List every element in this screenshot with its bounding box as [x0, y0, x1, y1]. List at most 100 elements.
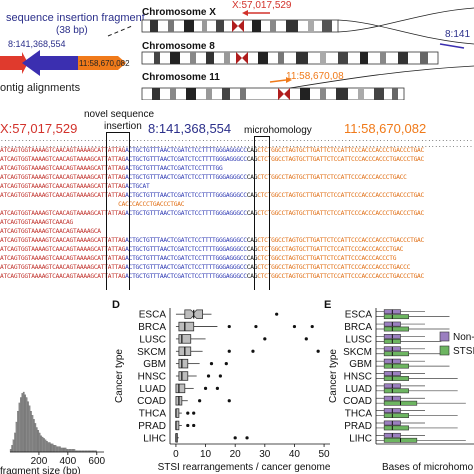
reference-dots-2: ........................................…: [0, 142, 474, 149]
histogram-bar: [43, 438, 45, 453]
histogram-bar: [63, 447, 66, 453]
seq-segment-b: TATTAG: [104, 147, 126, 154]
seq-segment-a: ATCAGTGGTAAAAGTCAACAGTAAAAGCAT: [0, 183, 105, 190]
outlier-point: [227, 399, 231, 403]
histogram-bar: [53, 445, 55, 453]
seq-segment-m: CAG: [246, 174, 258, 181]
seq-segment-m: CAG: [246, 273, 258, 280]
alignment-row: ATCAGTGGTAAAAGTCAACAGTAAAAGCATTATTAGACTG…: [0, 246, 403, 253]
seq-segment-m: CAG: [246, 156, 258, 163]
x-tick-label: 600: [88, 456, 105, 467]
seq-segment-d: CTCTGGCCTAGTGCTTGATTCTCCATTCCCACCCACCCTG…: [257, 273, 425, 280]
seq-segment-a: ATCAGTGGTAAAAGTCAACAGTAAAAGCAT: [0, 165, 105, 172]
histogram-bar: [38, 432, 41, 453]
seq-segment-c: ACTGCTGTTTAACTCGATCTCCTTTTGGGAGGGCC: [125, 273, 247, 280]
seq-segment-c: ACTGCTGTTTAACTCGATCTCCTTTTGGGAGGGCC: [125, 174, 247, 181]
outlier-point: [215, 386, 220, 390]
alignment-row: ATCAGTGGTAAAAGTCAACAGTAAAAGCATTATTAGACTG…: [0, 264, 411, 271]
seq-segment-d: CTCTGGCCTAGTGCTTGATTCTCCATTCCCACCCACCCTG…: [257, 147, 425, 154]
alignment-row: ATCAGTGGTAAAAGTCAACAGTAAAAGCATTATTAGACTG…: [0, 147, 425, 154]
category-label: GBM: [143, 359, 166, 370]
fragment-length: (38 bp): [56, 25, 88, 36]
x-tick-label: 40: [289, 449, 301, 460]
histogram-bar: [14, 432, 16, 453]
histogram-bar: [9, 449, 12, 453]
fragment-diagram: sequence insertion fragment (38 bp) 8:14…: [0, 0, 145, 100]
box: [383, 413, 409, 418]
histogram-bar: [11, 445, 13, 453]
histogram-bar: [66, 449, 68, 453]
seq-segment-c: ACTGCTGTTTAACTCGATCTCCTTTTGGGAGGGCC: [125, 147, 247, 154]
seq-segment-b: TATTAG: [104, 255, 126, 262]
chr-x-label: Chromosome X: [142, 7, 216, 18]
chr-11-ideogram: [141, 77, 405, 100]
outlier-point: [227, 349, 231, 353]
seq-segment-a: ATCAGTGGTAAAAGTCAACAGTAAAAGCAT: [0, 147, 105, 154]
chr-8-label: Chromosome 8: [142, 41, 215, 52]
category-label: ESCA: [345, 310, 373, 321]
box: [178, 321, 195, 332]
histogram-bar: [57, 446, 60, 453]
seq-segment-a: ATCAGTGGTAAAAGTCAACAGTAAAAGCA: [0, 228, 101, 235]
outlier-point: [186, 411, 190, 415]
x-tick-label: 10: [200, 449, 212, 460]
alignment-row: ATCAGTGGTAAAAGTCAACAG: [0, 219, 73, 226]
chromosome-diagram: X:57,017,529 Chromosome X Chromosome 8 8…: [140, 0, 474, 100]
seq-segment-c: ACTGCTGTTTAACTCGATCTCCTTTTGGGAGGGCC: [125, 156, 247, 163]
x-axis-label: STSI rearrangements / cancer genome: [158, 462, 331, 473]
seq-segment-c: ACTGCTGTTTAACTCGATCTCCTTTTGGGAGGGCC: [125, 210, 247, 217]
category-label: PRAD: [344, 421, 372, 432]
box: [383, 376, 409, 381]
seq-segment-c: ACTGCTGTTTAACTCGATCTCCTTTTGGGAGGGCC: [125, 255, 247, 262]
outlier-point: [263, 337, 267, 341]
category-label: LUSC: [345, 334, 372, 345]
histogram-bar: [70, 449, 73, 453]
sequence-rows: ATCAGTGGTAAAAGTCAACAGTAAAAGCATTATTAGACTG…: [0, 147, 474, 288]
outlier-point: [251, 349, 255, 353]
seq-segment-b: TATTAG: [104, 237, 126, 244]
histogram-bar: [54, 445, 57, 453]
fragment-arrows: [0, 25, 133, 76]
outlier-point: [292, 324, 297, 329]
box: [383, 363, 409, 369]
histogram-bar: [67, 449, 70, 453]
category-label: ESCA: [139, 310, 167, 321]
seq-segment-a: ATCAGTGGTAAAAGTCAACAG: [0, 219, 73, 226]
alignment-row: ATCAGTGGTAAAAGTCAACAGTAAAAGCATTATTAGACTG…: [0, 192, 425, 199]
alignment-row: ATCAGTGGTAAAAGTCAACAGTAAAAGCATTATTAGACTG…: [0, 255, 396, 262]
histogram-bar: [44, 439, 47, 453]
box: [383, 425, 409, 431]
legend-swatch: [439, 345, 450, 356]
histogram-bar: [59, 446, 61, 453]
x-axis-label: Bases of microhomo: [382, 462, 474, 473]
histogram-bar: [34, 423, 37, 453]
category-label: LUSC: [139, 334, 166, 345]
reference-dots: ........................................…: [0, 136, 474, 143]
seq-segment-d: CTCTGGCCTAGTGCTTGATTCTCCATTCCCACCCACCCTG…: [257, 192, 425, 199]
seq-segment-a: ATCAGTGGTAAAAGTCAACAGTAAAAGCAT: [0, 156, 105, 163]
y-axis-label: Cancer type: [328, 349, 339, 403]
histogram-bar: [48, 442, 51, 453]
histogram-bar: [60, 447, 63, 453]
outlier-point: [198, 399, 202, 403]
x-tick-label: 200: [31, 456, 48, 467]
y-axis-label: Cancer type: [114, 349, 125, 403]
seq-segment-b: TATTAG: [104, 192, 126, 199]
histogram-bar: [24, 394, 27, 453]
seq-segment-m: CAG: [246, 255, 258, 262]
seq-segment-d: CTCTGGCCTAGTGCTTGATTCTCCATTCCCACCCACCCTG…: [257, 264, 411, 271]
seq-segment-m: CAG: [246, 192, 258, 199]
histogram-bar: [61, 447, 64, 453]
category-label: GBM: [349, 359, 372, 370]
histogram-bar: [37, 430, 40, 453]
category-label: LUAD: [139, 384, 166, 395]
x-axis-label: fragment size (bp): [0, 466, 81, 474]
seq-segment-m: CAG: [246, 264, 258, 271]
histogram-bar: [73, 449, 76, 453]
category-label: SKCM: [137, 347, 166, 358]
category-label: LUAD: [345, 384, 372, 395]
seq-segment-b: TATTAG: [104, 156, 126, 163]
seq-segment-b: TATTAG: [104, 246, 126, 253]
histogram-bar: [20, 397, 22, 453]
